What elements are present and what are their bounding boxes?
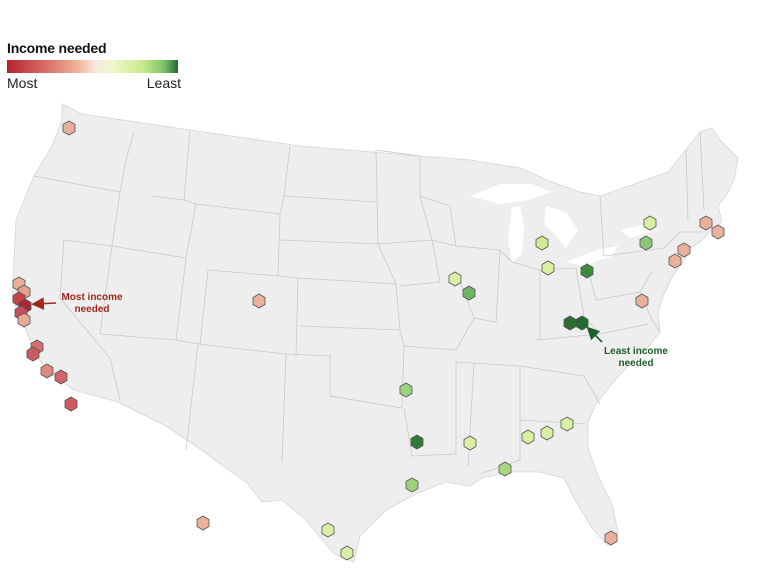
lake-michigan (508, 206, 524, 262)
most-income-annotation: Most income needed (61, 292, 123, 315)
state-marker (560, 416, 574, 432)
state-marker (410, 434, 424, 450)
state-marker (64, 396, 78, 412)
state-marker (252, 293, 266, 309)
state-marker (463, 435, 477, 451)
legend: Income needed Most Least (7, 40, 181, 91)
state-marker (62, 120, 76, 136)
state-marker (580, 263, 594, 279)
lake-erie (566, 246, 618, 266)
state-marker (541, 260, 555, 276)
state-marker (699, 215, 713, 231)
state-marker (639, 235, 653, 251)
state-marker (462, 285, 476, 301)
legend-title: Income needed (7, 40, 107, 56)
state-markers (12, 120, 725, 561)
state-marker (540, 425, 554, 441)
state-marker (677, 242, 691, 258)
state-marker (40, 363, 54, 379)
state-marker (448, 271, 462, 287)
lake-huron (544, 206, 578, 248)
state-marker (711, 224, 725, 240)
state-marker (26, 346, 40, 362)
state-marker (399, 382, 413, 398)
most-income-arrow (31, 297, 57, 310)
state-marker (54, 369, 68, 385)
state-marker (575, 315, 589, 331)
state-marker (498, 461, 512, 477)
state-marker (405, 477, 419, 493)
state-borders (33, 129, 705, 475)
state-marker (563, 315, 577, 331)
state-marker (604, 530, 618, 546)
state-marker (521, 429, 535, 445)
state-marker (196, 515, 210, 531)
legend-ends: Most Least (7, 75, 181, 91)
state-marker (340, 545, 354, 561)
state-marker (321, 522, 335, 538)
least-income-annotation: Least income needed (604, 346, 668, 369)
legend-color-scale (7, 60, 178, 73)
state-marker (643, 215, 657, 231)
legend-high-label: Least (146, 75, 181, 91)
contiguous-us-landmass (11, 103, 739, 563)
least-income-arrow (586, 326, 603, 343)
state-marker (668, 253, 682, 269)
legend-low-label: Most (7, 75, 38, 91)
state-marker (17, 312, 31, 328)
lake-superior (470, 184, 552, 204)
state-marker (535, 235, 549, 251)
state-marker (635, 293, 649, 309)
